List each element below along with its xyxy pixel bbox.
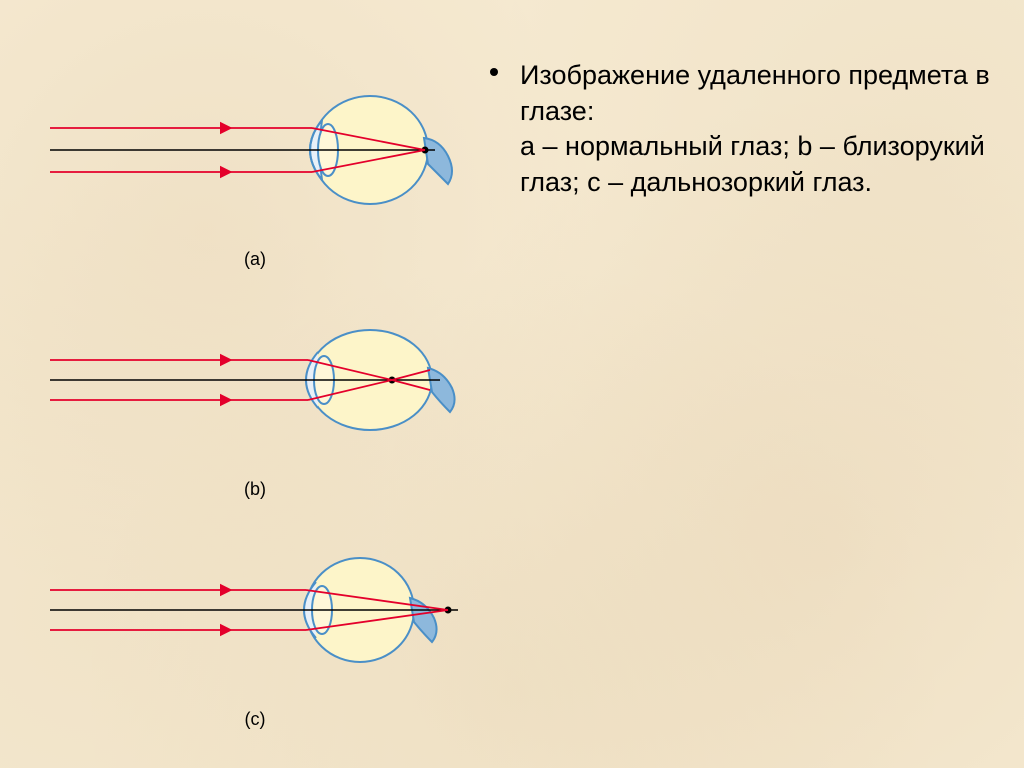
- eye-svg-a: [40, 60, 470, 240]
- diagram-b-label: (b): [40, 479, 470, 500]
- diagram-b: (b): [40, 290, 470, 490]
- diagrams-column: (a) (b): [40, 60, 470, 720]
- diagram-c: (c): [40, 520, 470, 720]
- eye-svg-b: [40, 290, 470, 470]
- text-title: Изображение удаленного предмета в глазе:: [520, 60, 990, 126]
- text-a: a – нормальный глаз;: [520, 131, 790, 161]
- eye-svg-c: [40, 520, 470, 700]
- diagram-a-label: (a): [40, 249, 470, 270]
- diagram-a: (a): [40, 60, 470, 260]
- diagram-c-label: (c): [40, 709, 470, 730]
- text-c: с – дальнозоркий глаз.: [587, 167, 872, 197]
- description-text: Изображение удаленного предмета в глазе:…: [520, 58, 990, 201]
- bullet-icon: [490, 68, 498, 76]
